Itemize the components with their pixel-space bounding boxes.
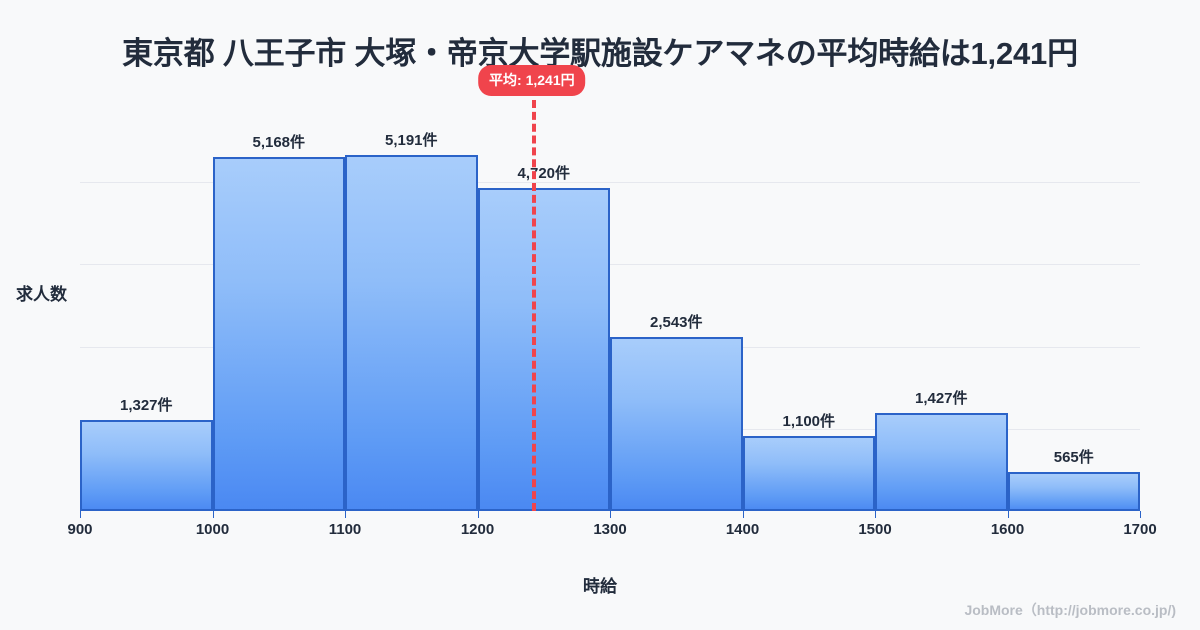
x-axis-tick-label: 1500 — [858, 521, 892, 538]
x-axis-title: 時給 — [583, 577, 617, 596]
x-axis-tick — [742, 511, 744, 518]
page-title: 東京都 八王子市 大塚・帝京大学駅施設ケアマネの平均時給は1,241円 — [122, 36, 1078, 71]
average-badge: 平均: 1,241円 — [478, 65, 586, 96]
bar-value-label: 5,191件 — [384, 132, 438, 150]
average-line — [531, 100, 536, 511]
x-axis-tick-label: 1000 — [195, 521, 230, 538]
bar-value-label: 565件 — [1053, 449, 1094, 467]
bar[interactable] — [212, 157, 345, 511]
bar-value-label: 1,327件 — [119, 397, 173, 415]
bar-series: 1,327件 5,168件 5,191件 4,720件 2,543件 1,100件 1,42… — [80, 100, 1140, 511]
x-axis-tick-label: 1600 — [990, 521, 1025, 538]
x-axis-tick-label: 1700 — [1123, 521, 1157, 538]
gridline — [80, 264, 1140, 266]
x-axis-tick — [1140, 511, 1141, 518]
bar-value-label: 5,168件 — [252, 133, 306, 151]
x-axis-tick-label: 900 — [67, 521, 93, 538]
x-axis-tick — [1007, 511, 1009, 518]
x-axis-tick — [80, 511, 81, 518]
gridline — [80, 182, 1140, 184]
bar[interactable] — [345, 155, 478, 511]
x-axis-tick — [610, 511, 611, 518]
bar[interactable] — [477, 187, 610, 511]
bar[interactable] — [742, 435, 875, 511]
x-axis-tick — [477, 511, 479, 518]
bar[interactable] — [875, 413, 1008, 511]
x-axis-tick-label: 1400 — [725, 521, 760, 538]
bar-value-label: 4,720件 — [517, 164, 571, 182]
bar[interactable] — [80, 420, 213, 511]
chart-plot-area: 1,327件 5,168件 5,191件 4,720件 2,543件 1,100件 1,42… — [80, 65, 1140, 511]
bar-value-label: 1,427件 — [914, 390, 968, 408]
x-axis-tick-label: 1200 — [460, 521, 495, 538]
x-axis: 900 1000 1100 1200 1300 1400 1500 1600 1700 — [67, 511, 1157, 551]
bar[interactable] — [1007, 472, 1140, 511]
x-axis-tick — [345, 511, 346, 518]
x-axis-tick — [212, 511, 214, 518]
bar-value-label: 1,100件 — [782, 412, 836, 430]
x-axis-line — [80, 509, 1140, 511]
x-axis-tick — [875, 511, 876, 518]
x-axis-tick-label: 1100 — [328, 521, 362, 538]
watermark: JobMore（http://jobmore.co.jp/) — [964, 602, 1176, 618]
bar[interactable] — [610, 336, 743, 511]
x-axis-tick-label: 1300 — [593, 521, 627, 538]
y-axis-label: 求人数 — [16, 285, 67, 304]
bar-value-label: 2,543件 — [649, 313, 703, 331]
